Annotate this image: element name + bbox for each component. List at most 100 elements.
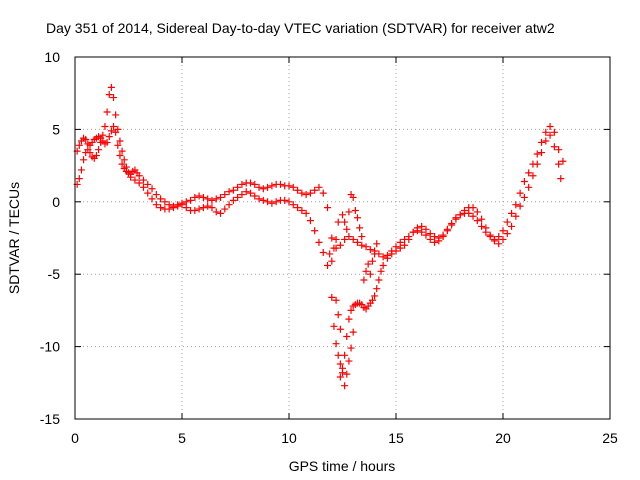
data-point (125, 169, 132, 177)
data-point (311, 186, 319, 194)
data-point (272, 198, 280, 206)
y-tick-label: -10 (40, 339, 60, 355)
x-tick-label: 25 (602, 430, 618, 446)
data-point (550, 128, 558, 136)
data-point (345, 357, 353, 365)
data-point (105, 91, 113, 99)
data-point (234, 193, 242, 201)
data-point (431, 233, 439, 241)
data-point (409, 228, 417, 236)
data-point (362, 243, 370, 251)
data-point (529, 172, 537, 180)
data-point (392, 247, 400, 255)
data-point (157, 195, 165, 203)
data-point (330, 322, 338, 330)
data-point (229, 196, 237, 204)
data-point (349, 328, 357, 336)
data-point (195, 192, 203, 200)
x-tick-label: 15 (388, 430, 404, 446)
data-point (264, 198, 272, 206)
data-point (306, 217, 314, 225)
data-point (103, 108, 111, 116)
data-point (221, 205, 229, 213)
data-point (448, 220, 456, 228)
data-point (99, 131, 107, 139)
data-point (336, 241, 344, 249)
data-point (559, 157, 567, 165)
data-point (148, 195, 156, 203)
data-point (212, 208, 220, 216)
data-point (473, 217, 481, 225)
data-point (139, 183, 147, 191)
data-point (212, 195, 220, 203)
data-point (546, 123, 554, 131)
data-point (366, 270, 374, 278)
data-point (538, 149, 546, 157)
x-tick-label: 10 (281, 430, 297, 446)
data-point (208, 196, 216, 204)
data-point (131, 176, 139, 184)
data-point (343, 225, 351, 233)
grid (75, 57, 610, 419)
data-point (499, 235, 507, 243)
x-tick-label: 20 (495, 430, 511, 446)
data-point (332, 340, 340, 348)
data-point (101, 123, 109, 131)
data-point (371, 250, 379, 258)
data-point (95, 146, 103, 154)
data-point (120, 156, 128, 164)
data-point (388, 250, 396, 258)
y-tick-label: 0 (52, 194, 60, 210)
data-point (345, 208, 353, 216)
data-points (73, 83, 567, 390)
data-point (343, 370, 351, 378)
data-point (107, 127, 115, 135)
data-point (264, 183, 272, 191)
data-point (298, 189, 306, 197)
data-point (144, 189, 152, 197)
data-point (107, 83, 115, 91)
data-point (339, 211, 346, 219)
data-point (114, 125, 122, 133)
y-axis-label: SDTVAR / TECUs (6, 182, 22, 294)
data-point (191, 206, 199, 214)
data-point (334, 218, 342, 226)
data-point (289, 201, 297, 209)
data-point (178, 201, 186, 209)
data-point (165, 205, 173, 213)
data-point (366, 246, 374, 254)
data-point (336, 325, 344, 333)
data-point (360, 276, 368, 284)
data-point (520, 178, 528, 186)
data-point (182, 204, 190, 212)
data-point (110, 94, 118, 102)
data-point (161, 198, 169, 206)
data-point (118, 147, 126, 155)
data-point (208, 204, 216, 212)
data-point (533, 160, 541, 168)
data-point (516, 189, 524, 197)
data-point (341, 382, 349, 390)
data-point (110, 123, 118, 131)
data-point (217, 193, 225, 201)
x-tick-label: 0 (71, 430, 79, 446)
data-point (199, 193, 207, 201)
data-point (339, 369, 346, 377)
data-point (362, 267, 370, 275)
data-point (255, 183, 263, 191)
data-point (326, 250, 334, 258)
data-point (478, 215, 486, 223)
data-point (377, 267, 385, 275)
data-point (135, 172, 143, 180)
data-point (418, 222, 426, 230)
data-point (356, 224, 364, 232)
data-point (255, 195, 263, 203)
data-point (276, 180, 284, 188)
data-point (364, 260, 372, 268)
data-point (238, 180, 246, 188)
data-point (533, 150, 541, 158)
data-point (242, 188, 250, 196)
data-point (495, 240, 503, 248)
plot-frame (74, 56, 611, 420)
